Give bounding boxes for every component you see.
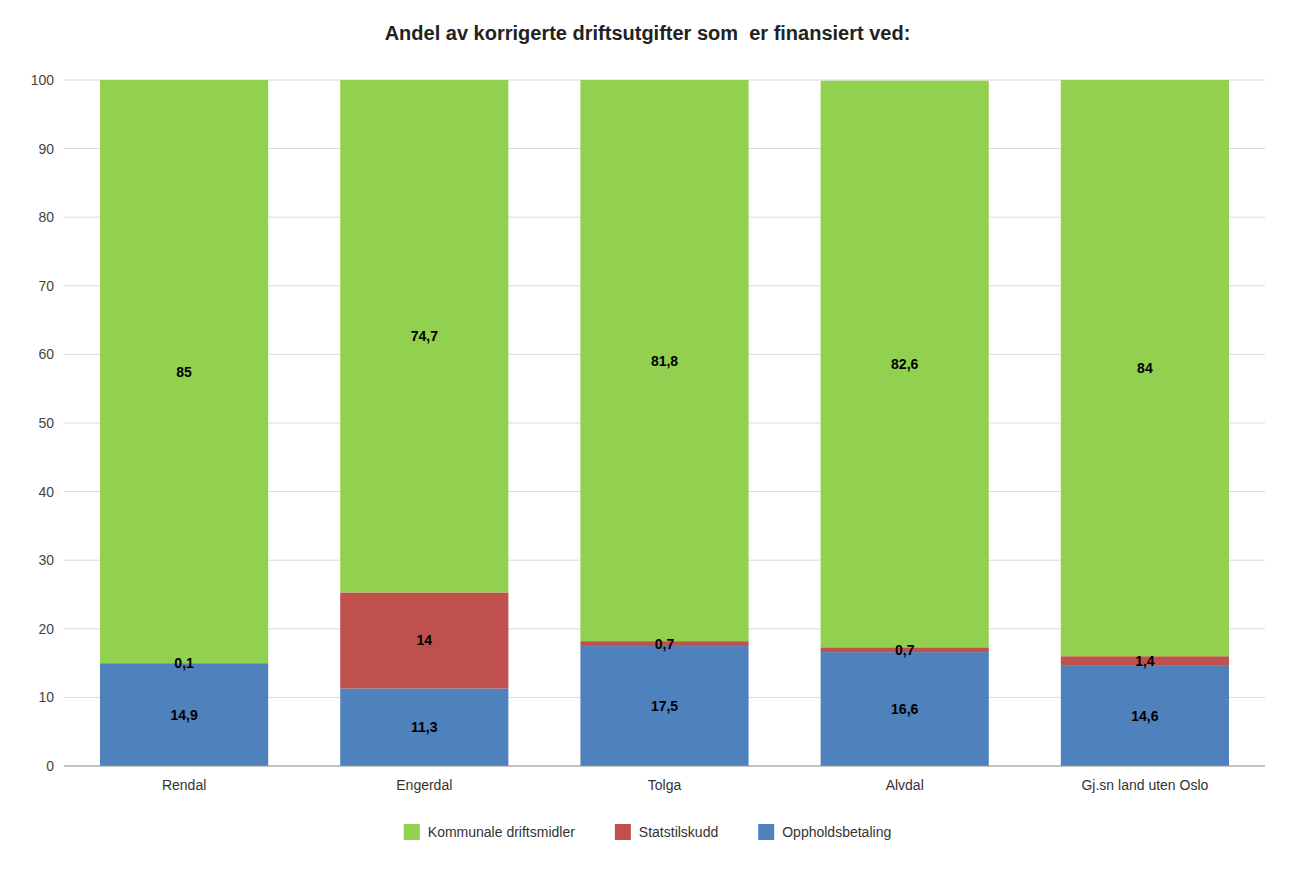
legend-swatch: [758, 824, 774, 840]
x-tick-label: Alvdal: [886, 777, 924, 793]
bar: [100, 80, 268, 663]
bar: [1061, 666, 1229, 766]
data-labels: 14,9 0,1 85 11,3 14 74,7 17,5 0,7 81,8 16,6 0,7 82,…: [170, 328, 1158, 735]
y-tick-label: 100: [31, 72, 55, 88]
data-label: 16,6: [891, 701, 918, 717]
y-tick-label: 0: [46, 758, 54, 774]
y-tick-label: 50: [38, 415, 54, 431]
bar: [580, 80, 748, 641]
title: Andel av korrigerte driftsutgifter som e…: [385, 22, 911, 44]
data-label: 11,3: [411, 719, 438, 735]
data-label: 82,6: [891, 356, 918, 372]
x-axis-line: [64, 766, 1265, 767]
data-label: 0,1: [174, 655, 194, 671]
legend-item: Oppholdsbetaling: [758, 824, 891, 840]
legend-item: Statstilskudd: [615, 824, 718, 840]
bar: [821, 652, 989, 766]
bar: [340, 688, 508, 766]
legend-label: Statstilskudd: [639, 824, 718, 840]
y-tick-label: 90: [38, 141, 54, 157]
bar: [580, 646, 748, 766]
x-tick-label: Gj.sn land uten Oslo: [1081, 777, 1208, 793]
legend: Kommunale driftsmidler Statstilskudd Oppho…: [404, 824, 891, 840]
legend-swatch: [615, 824, 631, 840]
bars: [100, 80, 1229, 766]
data-label: 81,8: [651, 353, 678, 369]
bar: [1061, 80, 1229, 656]
x-tick-label: Tolga: [648, 777, 682, 793]
data-label: 0,7: [895, 642, 915, 658]
grid: [64, 80, 1265, 766]
bar: [340, 80, 508, 592]
bar: [821, 81, 989, 648]
bar: [100, 664, 268, 766]
data-label: 1,4: [1135, 653, 1155, 669]
legend-label: Kommunale driftsmidler: [428, 824, 575, 840]
data-label: 74,7: [411, 328, 438, 344]
data-label: 17,5: [651, 698, 678, 714]
y-tick-label: 70: [38, 278, 54, 294]
data-label: 84: [1137, 360, 1153, 376]
y-tick-label: 80: [38, 209, 54, 225]
data-label: 0,7: [655, 636, 675, 652]
data-label: 85: [176, 364, 192, 380]
x-tick-label: Rendal: [162, 777, 206, 793]
grid-line: [64, 766, 1265, 767]
y-tick-label: 60: [38, 346, 54, 362]
y-tick-label: 30: [38, 552, 54, 568]
y-tick-label: 10: [38, 689, 54, 705]
data-label: 14: [417, 632, 433, 648]
y-tick-label: 20: [38, 621, 54, 637]
x-tick-label: Engerdal: [396, 777, 452, 793]
legend-swatch: [404, 824, 420, 840]
data-label: 14,9: [170, 707, 197, 723]
bar: [340, 592, 508, 688]
data-label: 14,6: [1131, 708, 1158, 724]
legend-item: Kommunale driftsmidler: [404, 824, 575, 840]
y-tick-label: 40: [38, 484, 54, 500]
legend-label: Oppholdsbetaling: [782, 824, 891, 840]
